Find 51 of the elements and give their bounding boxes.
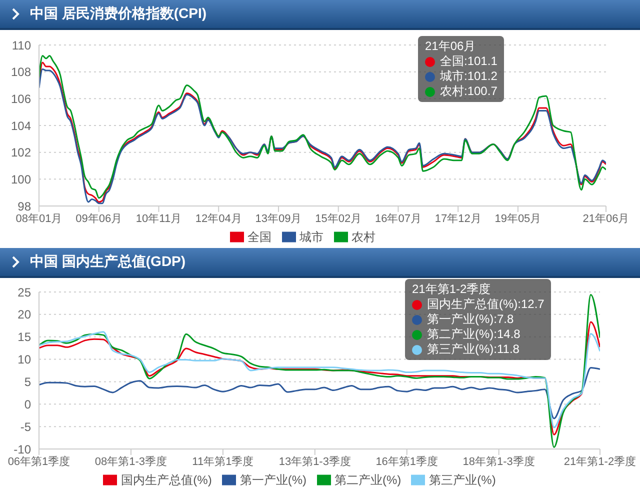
- x-tick-label: 13年第1-3季度: [278, 454, 351, 468]
- x-tick-label: 19年05月: [494, 212, 542, 225]
- legend-label: 全国: [248, 230, 272, 244]
- annotation: 全国:101.1: [440, 54, 498, 69]
- x-tick-label: 10年11月: [136, 212, 182, 225]
- annotation: 第三产业(%):11.8: [427, 342, 520, 357]
- x-tick-label: 16年第1季度: [376, 454, 438, 468]
- x-tick-label: 12年04月: [195, 212, 242, 225]
- x-tick-label: 16年07月: [374, 212, 422, 225]
- x-tick-label: 17年12月: [434, 212, 482, 225]
- legend-label: 农村: [352, 230, 376, 244]
- y-tick-label: 0: [24, 397, 32, 412]
- x-tick-label: 08年第1-3季度: [94, 454, 168, 468]
- annotation: 21年06月: [425, 39, 477, 54]
- legend-label: 第一产业(%): [240, 473, 306, 487]
- x-tick-label: 21年第1-2季度: [564, 454, 636, 468]
- chart-title: 中国 国内生产总值(GDP): [30, 253, 186, 271]
- y-tick-label: -10: [14, 442, 32, 456]
- annotation: 第二产业(%):14.8: [427, 327, 520, 342]
- y-tick-label: 10: [18, 352, 32, 367]
- y-tick-label: 25: [18, 285, 32, 300]
- legend-label: 国内生产总值(%): [121, 473, 212, 487]
- annotation: 第一产业(%):7.8: [427, 312, 514, 327]
- annotation: 农村:100.7: [440, 84, 498, 99]
- y-tick-label: 15: [18, 330, 32, 344]
- x-tick-label: 13年09月: [255, 212, 302, 225]
- y-tick-label: -5: [20, 420, 32, 434]
- x-tick-label: 06年第1季度: [8, 454, 70, 468]
- y-tick-label: 108: [10, 65, 32, 80]
- y-tick-label: 98: [18, 199, 32, 214]
- legend-label: 第三产业(%): [429, 473, 496, 487]
- x-tick-label: 15年02月: [315, 212, 362, 225]
- legend-label: 城市: [300, 230, 324, 244]
- annotation: 21年第1-2季度: [412, 282, 492, 297]
- y-tick-label: 110: [12, 38, 32, 52]
- annotation: 国内生产总值(%):12.7: [427, 297, 544, 312]
- x-tick-label: 08年01月: [16, 212, 62, 225]
- y-tick-label: 102: [10, 146, 32, 160]
- x-tick-label: 21年06月: [582, 212, 630, 225]
- x-tick-label: 09年06月: [76, 212, 122, 225]
- chart-title: 中国 居民消费价格指数(CPI): [30, 5, 207, 23]
- x-tick-label: 18年第1-3季度: [462, 454, 535, 468]
- y-tick-label: 5: [24, 374, 32, 389]
- y-tick-label: 106: [10, 92, 32, 106]
- y-tick-label: 104: [10, 118, 32, 133]
- annotation: 城市:101.2: [440, 69, 498, 84]
- line-series: [39, 367, 600, 420]
- y-tick-label: 100: [10, 172, 32, 186]
- legend-label: 第二产业(%): [334, 473, 402, 487]
- y-tick-label: 20: [18, 308, 32, 322]
- x-tick-label: 11年第1季度: [192, 454, 254, 468]
